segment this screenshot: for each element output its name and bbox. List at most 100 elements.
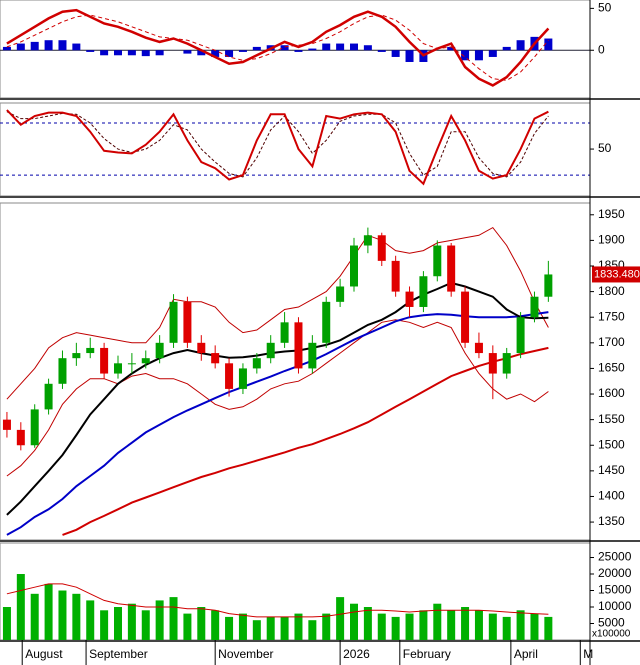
y-tick-label: 50 xyxy=(598,141,612,155)
histogram-bar xyxy=(114,50,122,56)
candle-body xyxy=(72,353,81,359)
candle-body xyxy=(266,342,275,359)
candle-body xyxy=(461,291,470,343)
candle-body xyxy=(363,235,372,246)
volume-bar xyxy=(225,616,234,640)
volume-bar xyxy=(391,616,400,640)
volume-bar xyxy=(294,613,303,640)
histogram-bar xyxy=(2,46,11,51)
series-line xyxy=(6,226,549,400)
y-tick-label: 25000 xyxy=(598,550,632,564)
y-tick-label: 1450 xyxy=(598,463,625,477)
histogram-bar xyxy=(294,50,303,52)
histogram-bar xyxy=(544,38,553,51)
volume-bar xyxy=(238,613,247,640)
x-tick-label: April xyxy=(514,647,538,661)
volume-bar xyxy=(350,603,358,640)
candle-body xyxy=(238,368,247,389)
volume-bar xyxy=(114,607,122,640)
candle-body xyxy=(544,274,553,297)
series-line xyxy=(6,8,550,87)
y-tick-label: 1800 xyxy=(598,284,625,298)
candle-body xyxy=(127,363,136,365)
y-tick-label: 1600 xyxy=(598,386,625,400)
volume-bar xyxy=(197,607,206,640)
x-tick-label: 2026 xyxy=(343,647,370,661)
volume-bar xyxy=(377,613,386,640)
volume-bar xyxy=(266,616,275,640)
candle-body xyxy=(391,260,400,292)
histogram-bar xyxy=(461,50,470,61)
volume-bar xyxy=(211,610,220,640)
y-tick-label: 1650 xyxy=(598,361,625,375)
volume-bar xyxy=(280,616,289,640)
histogram-bar xyxy=(127,50,136,56)
y-tick-label: 1500 xyxy=(598,437,625,451)
x-tick-label: August xyxy=(25,647,63,661)
candle-body xyxy=(419,276,428,307)
volume-bar xyxy=(405,613,414,640)
volume-bar xyxy=(183,613,192,640)
volume-bar xyxy=(308,620,317,640)
y-tick-label: 10000 xyxy=(598,599,632,613)
volume-bar xyxy=(363,607,372,640)
candle-body xyxy=(322,301,331,343)
y-tick-label: 15000 xyxy=(598,583,632,597)
last-price-label: 1833.480 xyxy=(594,268,640,280)
histogram-bar xyxy=(72,43,81,51)
volume-bar xyxy=(488,613,497,640)
candle-body xyxy=(516,317,525,354)
histogram-bar xyxy=(58,40,67,51)
volume-bar xyxy=(30,593,39,640)
volume-bar xyxy=(72,593,81,640)
histogram-bar xyxy=(322,43,331,51)
candle-body xyxy=(169,301,178,343)
histogram-bar xyxy=(377,50,386,52)
candle-body xyxy=(474,342,483,354)
y-tick-label: 1950 xyxy=(598,207,625,221)
volume-bar xyxy=(252,620,261,640)
volume-bar xyxy=(433,603,442,640)
histogram-bar xyxy=(474,50,483,61)
histogram-bar xyxy=(447,46,456,51)
candle-body xyxy=(155,342,164,359)
histogram-bar xyxy=(502,46,511,51)
histogram-bar xyxy=(16,43,25,51)
histogram-bar xyxy=(183,50,192,54)
last-price-box xyxy=(592,266,640,283)
histogram-bar xyxy=(405,50,414,62)
y-tick-label: 1700 xyxy=(598,335,625,349)
histogram-bar xyxy=(211,50,220,57)
histogram-bar xyxy=(516,40,525,51)
candle-body xyxy=(308,342,317,369)
candle-body xyxy=(211,353,220,364)
candle-body xyxy=(100,347,109,374)
volume-bar xyxy=(447,610,456,640)
y-tick-label: 50 xyxy=(598,1,612,15)
histogram-bar xyxy=(141,50,150,57)
histogram-bar xyxy=(308,48,317,51)
candle-body xyxy=(405,291,414,307)
volume-bar xyxy=(530,613,539,640)
y-tick-label: 1750 xyxy=(598,309,625,323)
histogram-bar xyxy=(336,43,345,51)
histogram-bar xyxy=(86,50,95,52)
histogram-bar xyxy=(238,50,247,52)
histogram-bar xyxy=(280,45,289,51)
series-line xyxy=(62,346,549,536)
histogram-bar xyxy=(225,50,234,57)
unit-label: x100000 xyxy=(592,629,631,640)
y-tick-label: 1900 xyxy=(598,233,625,247)
candle-body xyxy=(280,322,289,343)
series-line xyxy=(6,14,549,81)
x-tick-label: November xyxy=(218,647,273,661)
candle-body xyxy=(350,245,358,287)
candle-body xyxy=(530,296,539,318)
candle-body xyxy=(86,347,95,354)
volume-bar xyxy=(169,597,178,640)
candle-body xyxy=(58,358,67,384)
volume-bar xyxy=(336,597,345,640)
series-line xyxy=(6,311,549,536)
